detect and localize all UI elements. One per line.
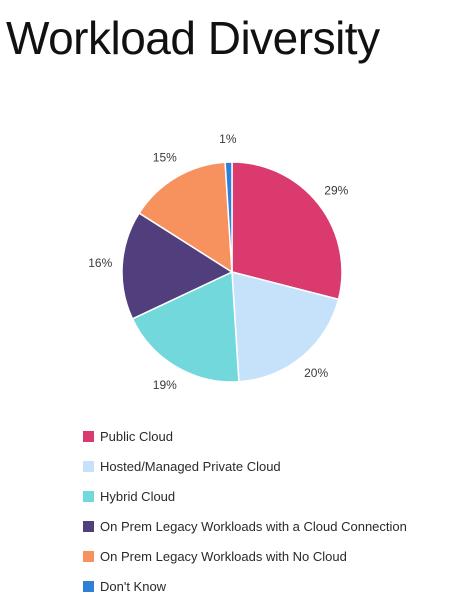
legend-item-hybrid-cloud: Hybrid Cloud [83,481,407,511]
pie-slice-don-t-know [224,161,233,273]
pie-value-labels: 29% 20% 19% 16% 15% 1% [88,132,348,392]
pie-value-label: 15% [153,151,177,165]
pie-value-label: 19% [153,378,177,392]
chart-title: Workload Diversity [6,12,380,64]
legend-swatch [83,430,94,442]
legend-label: On Prem Legacy Workloads with a Cloud Co… [100,518,407,534]
pie-slice-on-prem-legacy-workloads-with-no-cloud [138,161,233,274]
chart-legend: Public Cloud Hosted/Managed Private Cloud… [83,421,407,601]
pie-slice-hybrid-cloud [131,270,240,383]
pie-value-label: 29% [324,183,348,197]
legend-label: On Prem Legacy Workloads with No Cloud [100,548,347,564]
pie-slice-hosted-managed-private-cloud [231,271,340,383]
legend-item-hosted-managed-private-cloud: Hosted/Managed Private Cloud [83,451,407,481]
legend-swatch [83,550,94,562]
legend-label: Hosted/Managed Private Cloud [100,458,281,474]
legend-swatch [83,490,94,502]
legend-item-public-cloud: Public Cloud [83,421,407,451]
legend-swatch [83,520,94,532]
legend-item-on-prem-legacy-workloads-with-a-cloud-connection: On Prem Legacy Workloads with a Cloud Co… [83,511,407,541]
legend-label: Public Cloud [100,428,173,444]
legend-item-don-t-know: Don't Know [83,571,407,601]
pie-slices [121,161,343,383]
pie-slice-public-cloud [231,161,343,301]
pie-value-label: 16% [88,256,112,270]
legend-item-on-prem-legacy-workloads-with-no-cloud: On Prem Legacy Workloads with No Cloud [83,541,407,571]
pie-value-label: 20% [304,366,328,380]
pie-slice-on-prem-legacy-workloads-with-a-cloud-connection [121,212,234,320]
pie-value-label: 1% [219,132,237,146]
legend-label: Hybrid Cloud [100,488,176,504]
legend-label: Don't Know [100,578,167,594]
legend-swatch [83,580,94,592]
legend-swatch [83,460,94,472]
